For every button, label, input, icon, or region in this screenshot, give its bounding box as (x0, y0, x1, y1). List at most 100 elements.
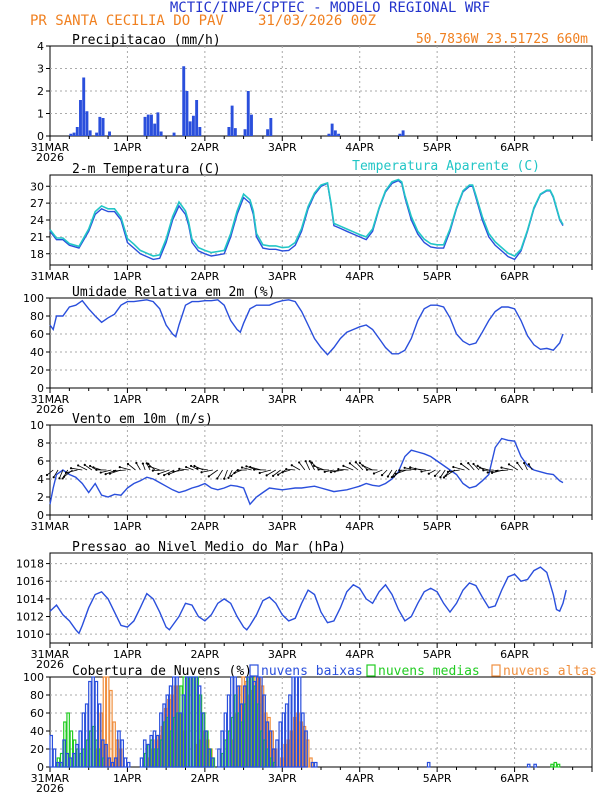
wind-arrow-head (490, 471, 494, 474)
header-datetime: 31/03/2026 00Z (258, 13, 376, 29)
wind-arrow-head (442, 476, 446, 479)
precip-xlabel: 6APR (500, 141, 529, 154)
precip-bar (79, 100, 82, 136)
precip-bar (266, 129, 270, 136)
wind-arrow-head (444, 474, 447, 477)
precip-bar (88, 130, 92, 136)
wind-arrow (343, 465, 354, 471)
cloud-legend-label: nuvens baixas (261, 664, 363, 679)
precip-bar (191, 115, 195, 136)
wind-arrow (480, 467, 489, 471)
wind-arrow-head (200, 471, 203, 474)
wind-arrow (282, 469, 291, 473)
cloud-bar-0 (94, 680, 99, 768)
rh-frame (49, 297, 593, 389)
cloud-bar-0 (297, 676, 302, 768)
wind-arrow-head (83, 463, 86, 467)
precip-bar (327, 133, 331, 136)
pressure-xlabel: 2APR (190, 648, 219, 661)
header-title: MCTIC/INPE/CPTEC - MODELO REGIONAL WRF (170, 0, 490, 16)
wind-title: Vento em 10m (m/s) (72, 412, 213, 427)
cloud-bar-0 (426, 761, 431, 768)
wind-arrow-head (308, 460, 311, 463)
cloud-bar-0 (107, 757, 112, 768)
cloud-bar-0 (59, 761, 63, 768)
wind-arrow-head (265, 474, 268, 477)
cloud-bar-0 (223, 712, 228, 768)
wind-arrow-head (167, 473, 171, 476)
wind-arrow (241, 467, 252, 471)
wind-arrow (53, 469, 59, 478)
wind-arrow (127, 463, 136, 471)
wind-arrow-head (348, 462, 351, 465)
cloud-bar-0 (284, 703, 289, 768)
wind-arrow (190, 465, 199, 471)
wind-arrow (142, 463, 146, 471)
wind-arrow-head (157, 472, 160, 476)
precip-bar (172, 132, 176, 136)
wind-arrow (179, 468, 189, 471)
cloud-bar-0 (123, 757, 128, 768)
wind-arrow-head (342, 464, 345, 467)
wind-arrow (286, 468, 296, 471)
wind-arrow (434, 469, 441, 477)
pressure-xlabel: 1APR (113, 648, 142, 661)
precip-ytick-label: 1 (37, 108, 44, 121)
cloud-bar-0 (68, 757, 73, 768)
wind-arrow-head (61, 477, 64, 480)
wind-arrow (467, 462, 475, 471)
cloud-bar-0 (233, 676, 237, 768)
cloud-bar-0 (210, 757, 215, 768)
cloud-bar-0 (194, 676, 199, 768)
wind-arrow-head (189, 464, 193, 468)
pressure-series-line (49, 566, 567, 635)
wind-arrow (362, 465, 373, 471)
wind-arrow (349, 462, 359, 471)
cloud-bar-0 (242, 685, 247, 768)
precip-xlabel: 5APR (423, 141, 452, 154)
wind-arrow (404, 467, 417, 471)
wind-arrow-head (52, 476, 55, 479)
wind-arrow (291, 464, 301, 471)
precip-bar (156, 112, 160, 136)
temp-ytick-label: 30 (30, 180, 44, 193)
rh-xlabel: 2APR (190, 393, 219, 406)
wind-arrow-head (64, 471, 68, 474)
cloud-bar-0 (275, 739, 279, 768)
pressure-ytick-label: 1010 (16, 628, 44, 641)
cloud-bar-0 (62, 739, 66, 768)
cloud-bar-0 (149, 734, 154, 768)
cloud-bar-0 (152, 730, 157, 768)
cloud-bar-0 (204, 730, 208, 768)
wind-arrow-head (88, 464, 92, 468)
cloud-bar-0 (75, 743, 79, 768)
precip-xlabel-year: 2026 (36, 151, 64, 164)
pressure-ytick-label: 1016 (16, 575, 44, 588)
wind-arrow-head (516, 461, 519, 464)
wind-arrow-head (126, 462, 130, 466)
clouds-title: Cobertura de Nuvens (%) (72, 664, 252, 679)
precip-xlabel: 3APR (268, 141, 297, 154)
clouds-xlabel: 5APR (423, 772, 452, 785)
wind-arrow-head (398, 469, 401, 472)
precip-bar (185, 91, 189, 136)
wind-ytick-label: 8 (37, 437, 44, 450)
wind-arrow (266, 469, 277, 476)
temp-ytick-label: 21 (30, 231, 44, 244)
precip-bar (108, 131, 111, 136)
cloud-bar-0 (49, 734, 54, 768)
cloud-bar-0 (188, 676, 192, 768)
wind-arrow-head (172, 470, 175, 473)
temp-series-line (49, 178, 564, 257)
wind-arrow (136, 462, 141, 471)
wind-arrow (173, 469, 184, 473)
cloud-bar-0 (255, 676, 260, 768)
cloud-legend-label: nuvens altas (503, 664, 597, 679)
wind-arrow (440, 469, 446, 478)
panel-temp: 18 21 24 27 30 31MAR 1APR 2APR 3APR 4APR 5APR 6APR 2… (30, 159, 593, 283)
wind-arrow-head (329, 471, 333, 474)
precip-xlabel: 2APR (190, 141, 219, 154)
precip-xlabel-start: 31MAR (31, 141, 70, 154)
